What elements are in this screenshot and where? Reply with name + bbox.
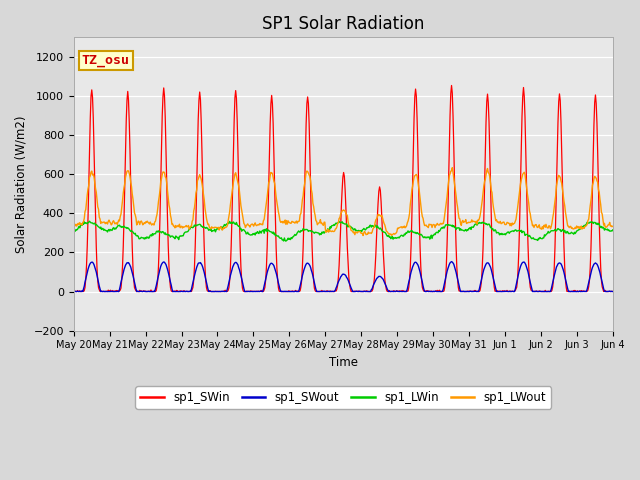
sp1_SWin <box>70 288 77 294</box>
sp1_SWin <box>80 288 88 294</box>
sp1_LWin <box>191 222 198 228</box>
Text: TZ_osu: TZ_osu <box>82 54 130 67</box>
sp1_SWout <box>448 259 456 264</box>
sp1_LWin <box>136 236 143 241</box>
sp1_LWin <box>426 236 434 242</box>
Line: sp1_SWout: sp1_SWout <box>74 262 612 291</box>
sp1_SWin <box>409 182 417 188</box>
Line: sp1_LWin: sp1_LWin <box>74 221 612 241</box>
sp1_LWout <box>70 224 77 229</box>
Title: SP1 Solar Radiation: SP1 Solar Radiation <box>262 15 424 33</box>
sp1_SWout <box>136 288 143 294</box>
Legend: sp1_SWin, sp1_SWout, sp1_LWin, sp1_LWout: sp1_SWin, sp1_SWout, sp1_LWin, sp1_LWout <box>136 386 551 409</box>
sp1_LWin <box>282 238 290 244</box>
sp1_SWin <box>190 277 198 283</box>
sp1_LWin <box>80 221 88 227</box>
sp1_SWin <box>448 83 456 88</box>
sp1_SWin <box>609 288 616 294</box>
sp1_SWout <box>425 288 433 294</box>
sp1_LWin <box>86 218 93 224</box>
sp1_SWout <box>410 262 417 268</box>
sp1_SWout <box>70 288 77 294</box>
sp1_LWout <box>410 179 417 184</box>
sp1_LWout <box>190 208 198 214</box>
sp1_LWout <box>135 219 143 225</box>
sp1_SWout <box>219 288 227 294</box>
Y-axis label: Solar Radiation (W/m2): Solar Radiation (W/m2) <box>15 115 28 253</box>
sp1_SWout <box>72 288 80 294</box>
sp1_LWout <box>609 224 616 229</box>
Line: sp1_SWin: sp1_SWin <box>74 85 612 291</box>
sp1_SWout <box>609 288 616 294</box>
sp1_LWin <box>70 230 77 236</box>
sp1_SWin <box>424 288 432 294</box>
sp1_LWout <box>425 221 433 227</box>
sp1_LWin <box>609 227 616 233</box>
X-axis label: Time: Time <box>329 356 358 369</box>
sp1_LWout <box>80 219 88 225</box>
sp1_SWout <box>81 283 88 289</box>
sp1_LWout <box>359 233 367 239</box>
sp1_LWout <box>218 227 226 233</box>
sp1_SWin <box>135 288 143 294</box>
Line: sp1_LWout: sp1_LWout <box>74 168 612 236</box>
sp1_LWin <box>219 224 227 230</box>
sp1_LWin <box>410 229 418 235</box>
sp1_LWout <box>449 165 456 170</box>
sp1_SWin <box>218 288 226 294</box>
sp1_SWout <box>191 273 198 279</box>
